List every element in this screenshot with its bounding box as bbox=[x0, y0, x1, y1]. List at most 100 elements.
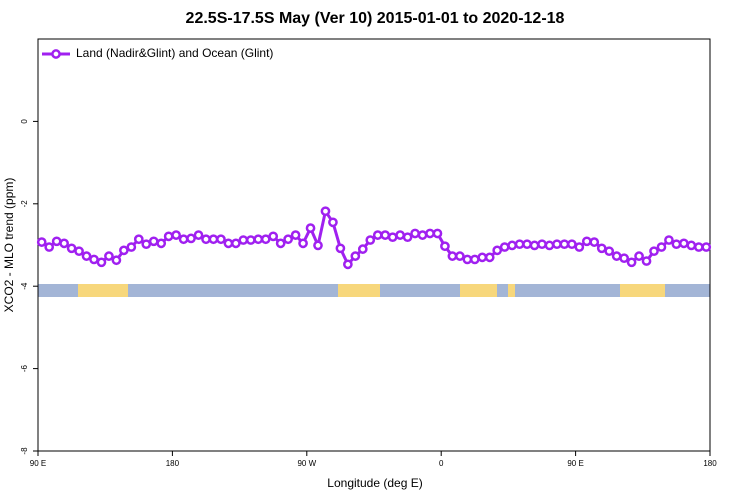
data-point bbox=[402, 232, 413, 243]
data-point bbox=[477, 252, 488, 263]
land-mask bbox=[38, 284, 710, 297]
data-point bbox=[395, 230, 405, 240]
data-point bbox=[641, 256, 652, 266]
data-point bbox=[574, 242, 585, 252]
land-strip bbox=[460, 284, 497, 297]
data-point bbox=[552, 239, 562, 250]
legend-marker bbox=[51, 49, 61, 59]
data-point bbox=[156, 238, 167, 249]
data-point bbox=[350, 251, 361, 261]
data-point bbox=[59, 238, 69, 249]
data-point bbox=[440, 241, 450, 252]
data-point bbox=[216, 234, 226, 245]
data-point bbox=[611, 251, 622, 261]
x-tick-label: 90 E bbox=[567, 459, 583, 468]
x-tick-label: 180 bbox=[703, 459, 717, 468]
data-point bbox=[507, 240, 517, 251]
data-point bbox=[619, 253, 629, 264]
y-tick-label: -4 bbox=[20, 282, 29, 290]
x-tick-label: 90 W bbox=[297, 459, 316, 468]
data-point bbox=[111, 255, 122, 266]
data-point bbox=[298, 238, 308, 249]
data-point bbox=[664, 235, 674, 245]
data-point bbox=[260, 234, 271, 245]
land-strip bbox=[620, 284, 665, 297]
plot-frame bbox=[37, 38, 711, 452]
data-point bbox=[380, 230, 391, 240]
x-axis-title: Longitude (deg E) bbox=[327, 476, 422, 490]
data-point bbox=[74, 246, 84, 257]
data-point bbox=[679, 238, 689, 249]
data-point bbox=[537, 239, 547, 250]
data-point bbox=[634, 251, 644, 261]
data-point bbox=[469, 254, 480, 265]
legend-label: Land (Nadir&Glint) and Ocean (Glint) bbox=[76, 46, 273, 60]
data-point bbox=[328, 217, 338, 228]
data-point bbox=[290, 230, 301, 240]
data-point bbox=[357, 244, 368, 254]
data-point bbox=[596, 243, 607, 254]
data-point bbox=[148, 236, 159, 247]
data-point bbox=[455, 251, 465, 261]
data-point bbox=[141, 239, 152, 250]
data-point bbox=[305, 223, 316, 233]
data-point bbox=[96, 257, 107, 268]
data-point bbox=[649, 246, 659, 257]
data-point bbox=[365, 235, 376, 245]
data-point bbox=[51, 236, 62, 247]
y-tick-label: -6 bbox=[20, 364, 29, 372]
data-point bbox=[559, 239, 570, 250]
y-tick-label: -8 bbox=[20, 447, 29, 455]
data-point bbox=[387, 232, 398, 243]
data-point bbox=[133, 234, 144, 245]
data-point bbox=[410, 228, 420, 239]
data-point bbox=[417, 230, 428, 240]
data-point bbox=[163, 231, 174, 242]
y-tick-label: 0 bbox=[20, 119, 29, 124]
data-point bbox=[335, 243, 346, 254]
data-point bbox=[432, 228, 443, 239]
x-tick-label: 180 bbox=[166, 459, 180, 468]
data-point bbox=[462, 254, 473, 265]
land-strip bbox=[78, 284, 128, 297]
data-point bbox=[499, 242, 510, 252]
data-point bbox=[604, 246, 615, 257]
data-point bbox=[275, 238, 286, 249]
data-point bbox=[447, 251, 458, 261]
data-point bbox=[522, 239, 532, 250]
chart-title: 22.5S-17.5S May (Ver 10) 2015-01-01 to 2… bbox=[186, 10, 565, 27]
x-tick-label: 90 E bbox=[30, 459, 46, 468]
data-point bbox=[343, 259, 353, 270]
data-point bbox=[193, 230, 204, 240]
land-strip bbox=[508, 284, 515, 297]
data-point bbox=[253, 234, 264, 245]
data-point bbox=[589, 237, 600, 247]
data-point bbox=[81, 251, 92, 261]
data-point bbox=[238, 235, 249, 245]
data-point bbox=[89, 254, 99, 265]
data-point bbox=[36, 237, 47, 247]
data-point bbox=[313, 240, 323, 251]
data-point bbox=[231, 238, 241, 249]
data-point bbox=[372, 230, 383, 240]
data-point bbox=[626, 257, 637, 268]
data-point bbox=[104, 251, 114, 261]
data-point bbox=[701, 242, 712, 252]
data-point bbox=[268, 231, 279, 242]
land-strip bbox=[338, 284, 380, 297]
x-tick-label: 0 bbox=[439, 459, 444, 468]
data-point bbox=[529, 240, 540, 251]
data-point bbox=[126, 242, 137, 252]
data-point bbox=[44, 242, 55, 252]
data-point bbox=[581, 236, 592, 247]
data-point bbox=[66, 243, 77, 254]
data-point bbox=[186, 233, 196, 244]
data-point bbox=[119, 245, 129, 256]
data-point bbox=[484, 252, 495, 263]
data-point bbox=[544, 240, 555, 251]
y-axis-title: XCO2 - MLO trend (ppm) bbox=[2, 178, 16, 313]
data-point bbox=[320, 206, 331, 217]
data-point bbox=[201, 234, 211, 245]
data-point bbox=[693, 242, 704, 252]
